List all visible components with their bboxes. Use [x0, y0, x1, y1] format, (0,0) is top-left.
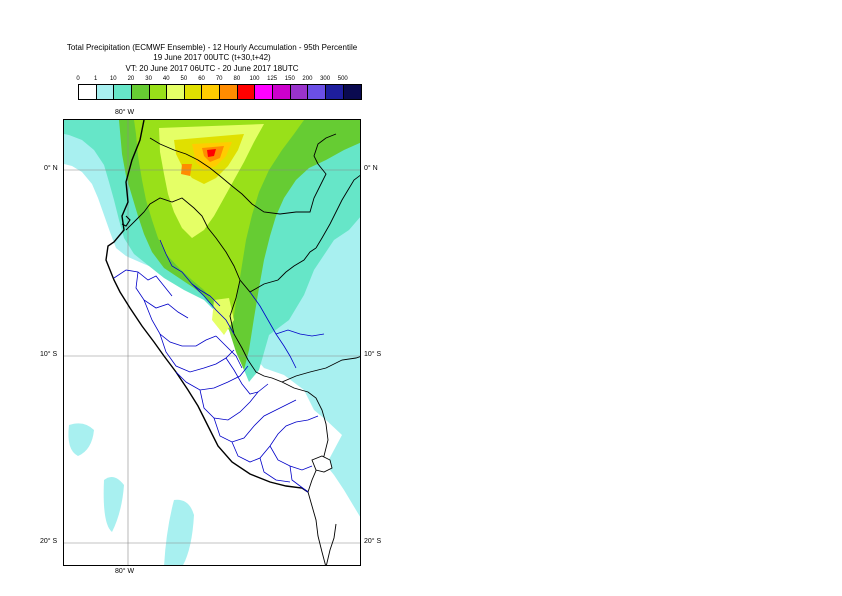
legend-tick-label: 40: [162, 76, 170, 82]
lat-label-right-20s: 20° S: [364, 538, 382, 545]
border-ecuador-colombia: [149, 133, 337, 215]
precip-80-100-region: [207, 149, 216, 157]
legend-tick-label: 1: [93, 76, 98, 82]
legend-swatches: [78, 84, 363, 100]
lon-label-bottom: 80° W: [115, 568, 135, 575]
legend-tick-label: 20: [127, 76, 135, 82]
coastline-north-gulf: [121, 215, 131, 227]
border-peru-brazil: [315, 174, 360, 249]
legend-tick-label: 150: [284, 76, 295, 82]
precipitation-map: 80° W: [63, 119, 361, 566]
chart-title: Total Precipitation (ECMWF Ensemble) - 1…: [66, 43, 358, 52]
legend-swatch: [96, 85, 115, 99]
legend-tick-label: 0: [76, 76, 80, 82]
border-brazil-bolivia: [281, 356, 360, 383]
legend-swatch: [255, 85, 274, 99]
legend-swatch: [202, 85, 221, 99]
lat-label-right-0n: 0° N: [364, 165, 378, 172]
legend-swatch: [290, 85, 309, 99]
legend-swatch: [343, 85, 362, 99]
legend-tick-label: 300: [320, 76, 331, 82]
legend-swatch: [149, 85, 168, 99]
legend-tick-label: 60: [198, 76, 205, 82]
legend-tick-label: 500: [337, 76, 348, 82]
precip-1-10-offshore: [68, 423, 94, 456]
map-canvas: [64, 120, 360, 565]
legend-tick-label: 125: [267, 76, 278, 82]
regional-boundaries: [113, 239, 325, 493]
border-ecuador-peru: [125, 197, 317, 293]
border-peru-bolivia: [229, 279, 329, 493]
lat-label-right-10s: 10° S: [364, 351, 382, 358]
legend-tick-label: 70: [215, 76, 223, 82]
legend-swatch: [114, 85, 132, 99]
precip-1-10-offshore2: [103, 476, 124, 532]
legend-swatch: [237, 85, 256, 99]
legend-tick-label: 200: [302, 76, 313, 82]
legend-tick-label: 50: [180, 76, 188, 82]
color-legend: 0 1 10 20 30 40 50 60 70 80 100 125 150 200 300 500: [76, 76, 363, 102]
legend-swatch: [220, 85, 238, 99]
legend-swatch: [79, 85, 97, 99]
lat-label-left-0n: 0° N: [44, 165, 58, 172]
base-time-label: 19 June 2017 00UTC (t+30,t+42): [153, 53, 271, 62]
valid-time-label: VT: 20 June 2017 06UTC - 20 June 2017 18…: [125, 64, 299, 73]
legend-swatch: [308, 85, 326, 99]
legend-swatch: [167, 85, 185, 99]
legend-swatch: [131, 85, 150, 99]
precip-1-10-offshore3: [164, 499, 194, 565]
legend-tick-label: 30: [145, 76, 152, 82]
border-chile-argentina: [326, 523, 337, 565]
legend-swatch: [273, 85, 291, 99]
coastline: [105, 120, 309, 493]
lat-label-left-20s: 20° S: [40, 538, 58, 545]
legend-swatch: [325, 85, 344, 99]
lake-titicaca: [311, 455, 333, 473]
legend-tick-label: 100: [249, 76, 260, 82]
lat-label-left-10s: 10° S: [40, 351, 58, 358]
border-bolivia-chile: [307, 491, 326, 565]
legend-tick-label: 80: [233, 76, 241, 82]
legend-swatch: [184, 85, 203, 99]
lon-label-top-outside: 80° W: [115, 109, 135, 116]
legend-tick-label: 10: [109, 76, 117, 82]
